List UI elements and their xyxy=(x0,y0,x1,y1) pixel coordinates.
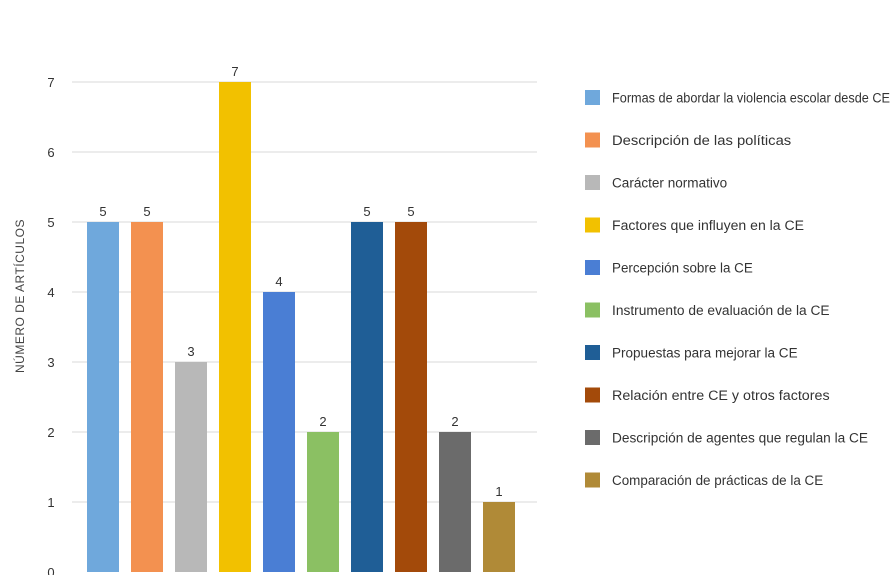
legend-label: Carácter normativo xyxy=(612,176,727,191)
bar-value-label: 5 xyxy=(363,204,370,219)
y-tick-label: 4 xyxy=(47,285,54,300)
legend-item: Descripción de las políticas xyxy=(585,132,791,148)
bar xyxy=(483,502,515,572)
legend-swatch xyxy=(585,90,600,105)
legend-item: Propuestas para mejorar la CE xyxy=(585,345,798,361)
legend-label: Relación entre CE y otros factores xyxy=(612,388,830,403)
legend-swatch xyxy=(585,260,600,275)
bar-value-label: 5 xyxy=(407,204,414,219)
legend-swatch xyxy=(585,472,600,488)
bars xyxy=(87,82,515,572)
legend-item: Comparación de prácticas de la CE xyxy=(585,472,823,488)
y-axis-title: NÚMERO DE ARTÍCULOS xyxy=(12,219,27,373)
bar-value-label: 3 xyxy=(187,344,194,359)
legend-label: Percepción sobre la CE xyxy=(612,261,753,276)
legend-item: Instrumento de evaluación de la CE xyxy=(585,302,830,318)
bar xyxy=(175,362,207,572)
bar-value-label: 4 xyxy=(275,274,282,289)
legend-swatch xyxy=(585,217,600,233)
legend-item: Relación entre CE y otros factores xyxy=(585,387,830,403)
legend-swatch xyxy=(585,302,600,318)
legend-item: Factores que influyen en la CE xyxy=(585,217,804,233)
legend-label: Formas de abordar la violencia escolar d… xyxy=(612,91,890,106)
bar xyxy=(439,432,471,572)
bar-value-label: 5 xyxy=(99,204,106,219)
legend-label: Comparación de prácticas de la CE xyxy=(612,473,823,488)
y-tick-label: 1 xyxy=(47,495,54,510)
legend-item: Descripción de agentes que regulan la CE xyxy=(585,430,868,446)
bar xyxy=(307,432,339,572)
bar-value-label: 1 xyxy=(495,484,502,499)
bar-value-label: 2 xyxy=(451,414,458,429)
legend-item: Carácter normativo xyxy=(585,175,727,191)
legend-swatch xyxy=(585,132,600,148)
legend-item: Percepción sobre la CE xyxy=(585,260,753,276)
bar-value-label: 7 xyxy=(231,64,238,79)
bar xyxy=(263,292,295,572)
y-tick-label: 0 xyxy=(47,565,54,575)
legend-swatch xyxy=(585,175,600,190)
y-axis-ticks: 0 1 2 3 4 5 6 7 xyxy=(47,75,54,575)
legend-label: Factores que influyen en la CE xyxy=(612,218,804,233)
legend-label: Instrumento de evaluación de la CE xyxy=(612,303,830,318)
legend-label: Descripción de agentes que regulan la CE xyxy=(612,431,868,446)
bar xyxy=(351,222,383,572)
legend-label: Propuestas para mejorar la CE xyxy=(612,346,798,361)
bar xyxy=(395,222,427,572)
y-tick-label: 5 xyxy=(47,215,54,230)
y-tick-label: 3 xyxy=(47,355,54,370)
bar xyxy=(219,82,251,572)
legend-swatch xyxy=(585,345,600,360)
legend-label: Descripción de las políticas xyxy=(612,133,791,148)
legend: Formas de abordar la violencia escolar d… xyxy=(585,90,890,488)
legend-item: Formas de abordar la violencia escolar d… xyxy=(585,90,890,106)
bar xyxy=(131,222,163,572)
legend-swatch xyxy=(585,387,600,403)
bar-value-label: 2 xyxy=(319,414,326,429)
y-tick-label: 6 xyxy=(47,145,54,160)
data-labels: 5 5 3 7 4 2 5 5 2 1 xyxy=(99,64,502,499)
bar xyxy=(87,222,119,572)
y-tick-label: 2 xyxy=(47,425,54,440)
y-tick-label: 7 xyxy=(47,75,54,90)
legend-swatch xyxy=(585,430,600,445)
bar-value-label: 5 xyxy=(143,204,150,219)
